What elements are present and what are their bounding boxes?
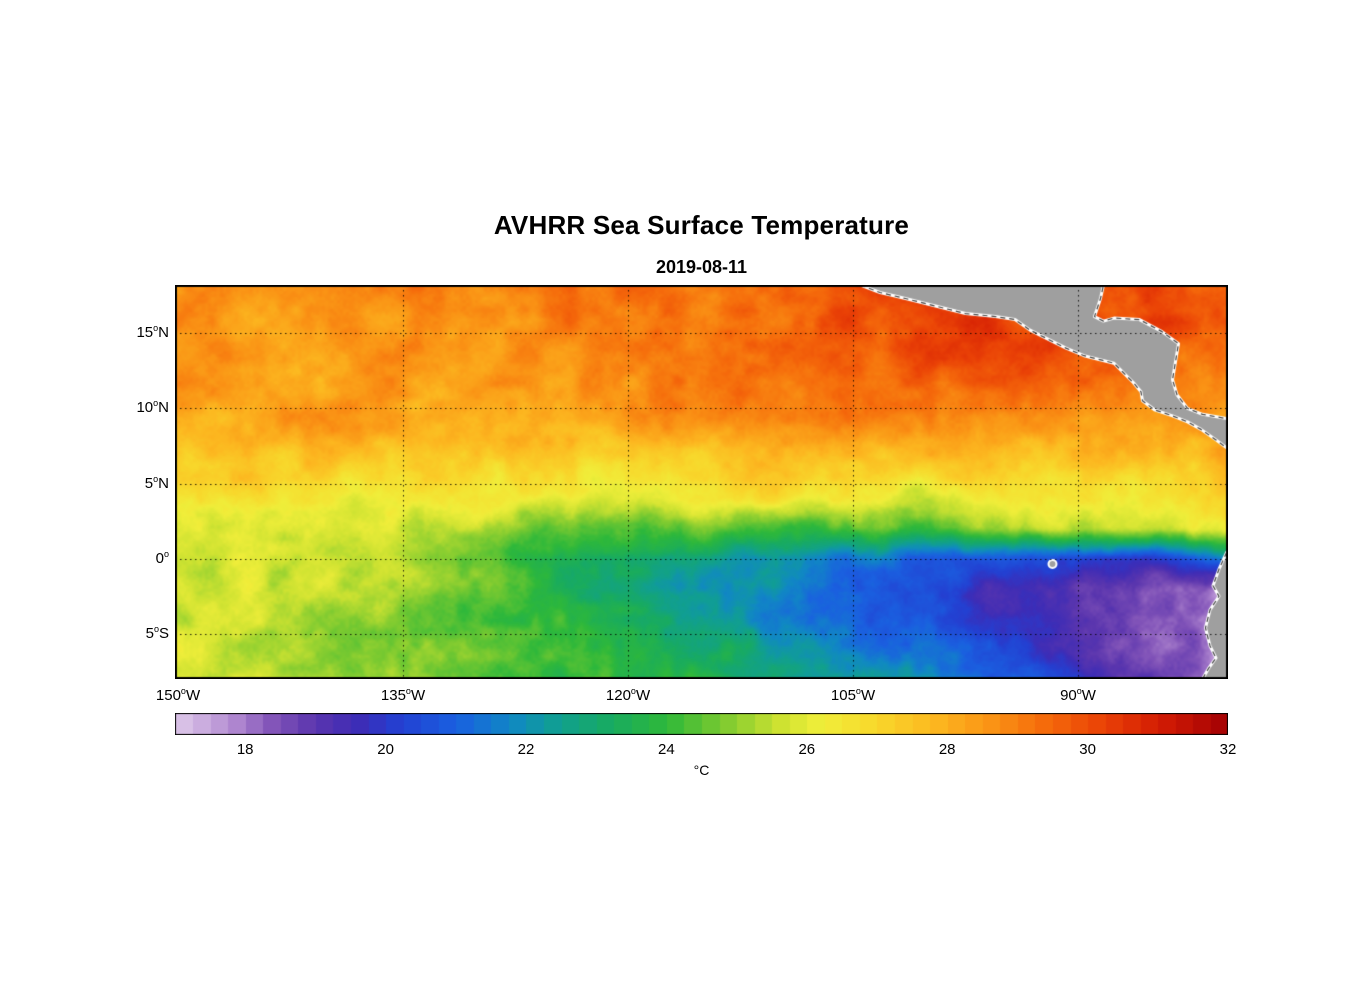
degree-symbol: o — [855, 686, 861, 696]
degree-symbol: o — [153, 473, 159, 484]
tick-value: 22 — [517, 741, 535, 758]
colorbar — [175, 713, 1228, 735]
colorbar-unit-label: °C — [693, 762, 710, 778]
chart-title: AVHRR Sea Surface Temperature — [493, 210, 910, 240]
y-tick-label: 15oN — [85, 323, 169, 342]
y-tick-label: 0o — [85, 548, 169, 567]
colorbar-tick-label: 28 — [939, 741, 956, 758]
degree-symbol: o — [180, 686, 186, 696]
map-plot-area — [175, 285, 1228, 679]
tick-value: 24 — [658, 741, 675, 758]
tick-value: 5 — [145, 624, 154, 642]
colorbar-tick-label: 24 — [658, 741, 675, 758]
y-tick-label: 10oN — [85, 398, 169, 417]
colorbar-tick-label: 26 — [798, 741, 815, 758]
y-tick-label: 5oS — [85, 623, 169, 642]
tick-value: 32 — [1219, 741, 1237, 758]
degree-symbol: o — [153, 623, 159, 634]
hemisphere: W — [410, 687, 426, 704]
hemisphere: N — [158, 474, 169, 492]
x-tick-label: 135oW — [380, 686, 426, 705]
y-tick-label: 5oN — [85, 473, 169, 492]
colorbar-tick-label: 18 — [237, 741, 254, 758]
tick-value: 20 — [377, 741, 394, 758]
hemisphere: W — [635, 687, 651, 704]
colorbar-tick-label: 32 — [1220, 741, 1237, 758]
degree-symbol: o — [1076, 686, 1082, 696]
colorbar-canvas — [175, 713, 1228, 735]
sst-heatmap-canvas — [175, 285, 1228, 679]
hemisphere: N — [158, 324, 169, 342]
hemisphere: W — [1081, 687, 1096, 704]
tick-value: 90 — [1060, 687, 1077, 704]
degree-symbol: o — [153, 398, 159, 409]
tick-value: 10 — [136, 399, 154, 417]
tick-value: 150 — [155, 687, 181, 704]
x-tick-label: 150oW — [155, 686, 201, 705]
hemisphere: W — [860, 687, 876, 704]
colorbar-tick-label: 20 — [377, 741, 394, 758]
tick-value: 120 — [605, 687, 631, 704]
tick-value: 105 — [830, 687, 856, 704]
chart-subtitle: 2019-08-11 — [655, 257, 748, 277]
hemisphere: W — [185, 687, 201, 704]
tick-value: 18 — [236, 741, 254, 758]
tick-value: 135 — [380, 687, 406, 704]
tick-value: 0 — [155, 549, 164, 567]
colorbar-tick-label: 30 — [1079, 741, 1096, 758]
tick-value: 15 — [136, 324, 154, 342]
degree-symbol: o — [153, 323, 159, 334]
tick-value: 28 — [938, 741, 956, 758]
x-tick-label: 120oW — [605, 686, 651, 705]
tick-value: 26 — [798, 741, 816, 758]
x-tick-label: 90oW — [1060, 686, 1096, 705]
colorbar-tick-label: 22 — [518, 741, 535, 758]
hemisphere: S — [158, 624, 169, 642]
degree-symbol: o — [163, 548, 169, 559]
degree-symbol: o — [630, 686, 636, 696]
degree-symbol: o — [405, 686, 411, 696]
tick-value: 30 — [1079, 741, 1096, 758]
x-tick-label: 105oW — [830, 686, 876, 705]
tick-value: 5 — [144, 474, 154, 492]
hemisphere: N — [158, 399, 169, 417]
